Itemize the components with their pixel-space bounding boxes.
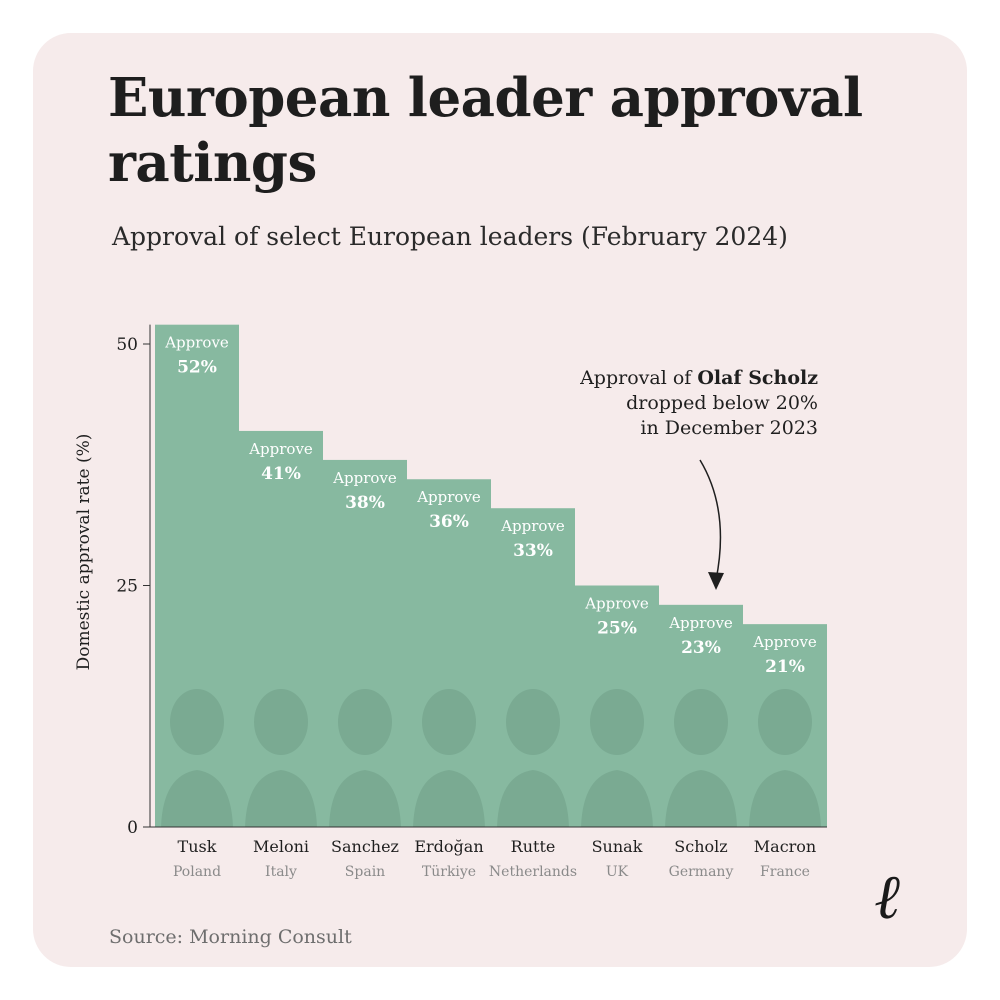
x-tick-label: Meloni xyxy=(253,837,309,856)
country-label: Netherlands xyxy=(489,864,577,880)
bar-value-label: 23% xyxy=(681,638,721,658)
annotation-line-2: dropped below 20% xyxy=(626,392,818,414)
bar-label-approve: Approve xyxy=(584,595,649,613)
annotation-line-1: Approval of Olaf Scholz xyxy=(580,366,818,391)
leader-shoulders-icon xyxy=(581,770,653,827)
bar-value-label: 36% xyxy=(429,512,469,532)
leader-shoulders-icon xyxy=(497,770,569,827)
country-label: France xyxy=(760,864,810,880)
leader-portrait-icon xyxy=(254,689,308,755)
bar-label-approve: Approve xyxy=(668,614,733,632)
x-tick-label: Scholz xyxy=(674,837,727,856)
source-note: Source: Morning Consult xyxy=(109,926,352,948)
bar-value-label: 25% xyxy=(597,619,637,639)
annotation-name: Olaf Scholz xyxy=(697,367,818,389)
annotation-line-3: in December 2023 xyxy=(640,417,818,439)
chart-subtitle: Approval of select European leaders (Feb… xyxy=(112,222,788,251)
country-label: Spain xyxy=(345,864,385,880)
leader-shoulders-icon xyxy=(665,770,737,827)
bar-meloni xyxy=(239,430,323,827)
bar-label-approve: Approve xyxy=(416,488,481,506)
x-tick-label: Rutte xyxy=(511,837,556,856)
bar-label-approve: Approve xyxy=(500,517,565,535)
country-label: Germany xyxy=(669,864,734,880)
bar-value-label: 52% xyxy=(177,358,217,378)
bar-label-approve: Approve xyxy=(332,469,397,487)
leader-portrait-icon xyxy=(338,689,392,755)
bar-value-label: 21% xyxy=(765,657,805,677)
x-tick-label: Erdoğan xyxy=(414,837,483,856)
x-tick-label: Tusk xyxy=(178,837,217,856)
y-axis-label: Domestic approval rate (%) xyxy=(74,434,94,671)
annotation-arrow xyxy=(699,459,722,581)
scholz-annotation: Approval of Olaf Scholz dropped below 20… xyxy=(580,366,818,441)
country-label: Türkiye xyxy=(422,864,476,880)
country-label: Italy xyxy=(265,864,297,880)
annotation-arrowhead-icon xyxy=(708,572,724,590)
bar-label-approve: Approve xyxy=(248,440,313,458)
leader-shoulders-icon xyxy=(413,770,485,827)
leader-shoulders-icon xyxy=(161,770,233,827)
leader-portrait-icon xyxy=(170,689,224,755)
bar-value-label: 38% xyxy=(345,493,385,513)
leader-portrait-icon xyxy=(422,689,476,755)
bar-value-label: 33% xyxy=(513,541,553,561)
leader-portrait-icon xyxy=(506,689,560,755)
leader-shoulders-icon xyxy=(329,770,401,827)
bar-value-label: 41% xyxy=(261,464,301,484)
country-label: Poland xyxy=(173,864,221,880)
leader-portrait-icon xyxy=(758,689,812,755)
annotation-prefix: Approval of xyxy=(580,367,698,389)
leader-shoulders-icon xyxy=(749,770,821,827)
country-label: UK xyxy=(606,864,629,880)
leader-shoulders-icon xyxy=(245,770,317,827)
bar-erdoğan xyxy=(407,479,491,827)
leader-portrait-icon xyxy=(674,689,728,755)
leader-portrait-icon xyxy=(590,689,644,755)
bar-label-approve: Approve xyxy=(164,334,229,352)
bar-label-approve: Approve xyxy=(752,633,817,651)
x-tick-label: Sunak xyxy=(592,837,643,856)
x-tick-label: Macron xyxy=(754,837,816,856)
x-tick-label: Sanchez xyxy=(331,837,399,856)
y-tick-label: 25 xyxy=(116,577,138,597)
y-tick-label: 50 xyxy=(116,335,138,355)
bar-sanchez xyxy=(323,459,407,827)
publisher-logo-icon: ℓ xyxy=(874,860,900,933)
chart-title: European leader approval ratings xyxy=(108,67,863,194)
y-tick-label: 0 xyxy=(127,818,138,838)
